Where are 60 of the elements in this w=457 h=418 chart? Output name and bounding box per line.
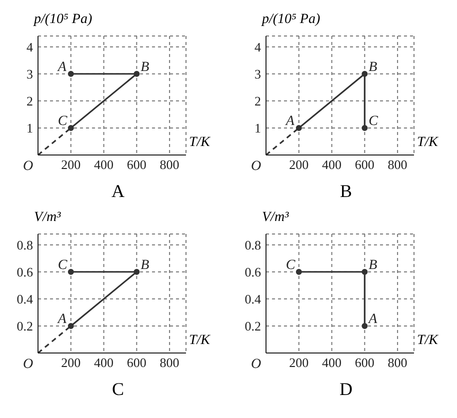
data-label: A [56,60,67,75]
x-tick-label: 600 [354,157,374,172]
x-tick-label: 600 [126,355,146,370]
x-tick-label: 800 [160,157,180,172]
y-tick-label: 2 [254,94,261,109]
y-tick-label: 1 [26,120,33,136]
data-label: C [368,114,379,129]
data-label: C [58,258,68,273]
y-tick-label: 0.2 [16,318,33,334]
y-tick-label: 4 [26,39,34,54]
y-axis-title: V/m³ [262,210,289,226]
x-axis-title: T/K [189,333,210,349]
data-label: B [140,258,150,273]
data-label: C [58,114,68,129]
x-tick-label: 200 [61,355,81,370]
x-tick-label: 400 [322,157,342,172]
data-label: C [286,258,296,273]
y-tick-label: 0.2 [244,318,261,334]
y-tick-label: 0.6 [244,264,262,280]
text: O [251,357,262,372]
x-axis-title: T/K [417,333,438,349]
x-tick-label: 800 [160,355,180,370]
data-label: B [368,60,378,75]
y-tick-label: 0.4 [244,292,262,307]
text: C [110,378,125,400]
data-label: B [368,258,378,273]
y-tick-label: 0.8 [16,237,33,252]
text: A [110,180,126,202]
x-tick-label: 400 [322,355,342,370]
x-tick-label: 200 [61,157,81,172]
text: O [23,159,34,174]
data-label: A [56,312,67,327]
text: D [338,378,354,400]
data-label: B [140,60,150,75]
x-tick-label: 800 [388,157,408,172]
data-label: A [368,312,378,327]
x-tick-label: 400 [94,355,114,370]
x-tick-label: 400 [94,157,114,172]
y-tick-label: 0.8 [244,237,261,252]
y-axis-title: V/m³ [34,210,61,226]
y-tick-label: 2 [26,94,33,109]
x-axis-title: T/K [417,135,438,151]
text: O [23,357,34,372]
x-axis-title: T/K [189,135,210,151]
y-tick-label: 3 [26,66,33,82]
y-axis-title: p/(10⁵ Pa) [34,12,92,28]
text: O [251,159,262,174]
y-tick-label: 0.6 [16,264,34,280]
x-tick-label: 200 [289,355,309,370]
x-tick-label: 600 [354,355,374,370]
x-tick-label: 800 [388,355,408,370]
y-tick-label: 1 [254,120,261,136]
text: B [338,180,353,202]
x-tick-label: 200 [289,157,309,172]
y-axis-title: p/(10⁵ Pa) [262,12,320,28]
x-tick-label: 600 [126,157,146,172]
y-tick-label: 0.4 [16,292,34,307]
y-tick-label: 3 [254,66,261,82]
data-label: A [284,114,295,129]
y-tick-label: 4 [254,39,262,54]
